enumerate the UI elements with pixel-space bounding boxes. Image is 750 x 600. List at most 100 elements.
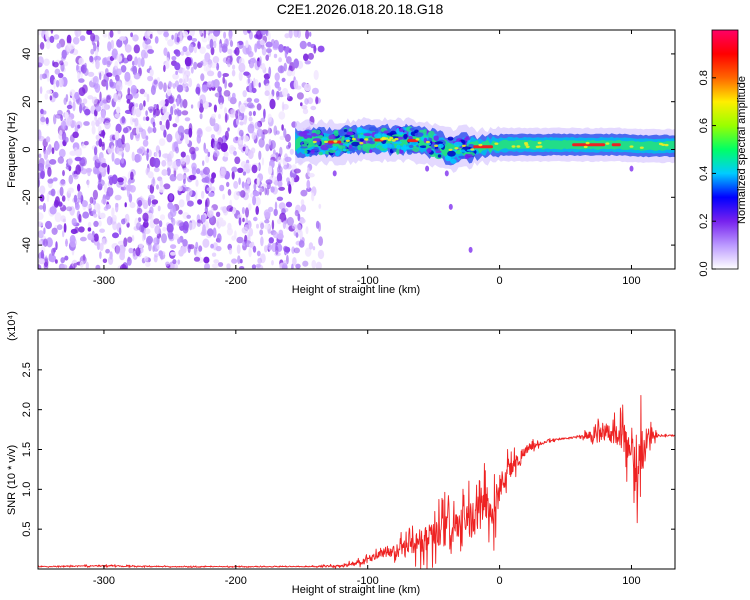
noise-point bbox=[119, 36, 127, 41]
noise-point bbox=[191, 38, 198, 42]
noise-point bbox=[175, 70, 179, 75]
band-blob bbox=[403, 144, 407, 149]
noise-point bbox=[252, 195, 257, 206]
band-blob bbox=[462, 146, 471, 150]
noise-point bbox=[55, 142, 60, 150]
band-highlight bbox=[470, 148, 475, 151]
band-blob bbox=[328, 149, 337, 153]
noise-point bbox=[146, 152, 149, 161]
noise-point bbox=[118, 227, 122, 236]
noise-point bbox=[311, 259, 317, 269]
noise-point bbox=[286, 216, 294, 226]
noise-point bbox=[102, 33, 108, 38]
noise-point bbox=[138, 217, 142, 223]
noise-point bbox=[261, 46, 267, 56]
noise-point bbox=[209, 38, 214, 49]
noise-point bbox=[182, 99, 188, 109]
noise-point bbox=[252, 190, 260, 197]
band-highlight bbox=[351, 137, 356, 141]
noise-point bbox=[260, 117, 266, 123]
scattered-features bbox=[332, 165, 634, 253]
noise-point bbox=[303, 53, 309, 62]
noise-point bbox=[99, 212, 106, 219]
band-blob bbox=[328, 134, 336, 141]
noise-point bbox=[147, 126, 152, 134]
noise-point bbox=[180, 157, 186, 165]
band-highlight bbox=[391, 139, 396, 142]
noise-point bbox=[251, 131, 257, 140]
noise-point bbox=[182, 83, 187, 92]
band-blob bbox=[311, 132, 318, 137]
noise-point bbox=[271, 260, 274, 266]
noise-point bbox=[249, 243, 253, 248]
band-blob bbox=[302, 130, 310, 134]
noise-point bbox=[120, 157, 125, 164]
noise-point bbox=[113, 93, 118, 103]
noise-point bbox=[304, 247, 312, 257]
noise-point bbox=[188, 174, 196, 181]
noise-point bbox=[248, 247, 252, 258]
band-blob bbox=[419, 145, 427, 148]
noise-point bbox=[46, 237, 53, 248]
x-tick-label: -200 bbox=[225, 275, 247, 287]
noise-point bbox=[213, 259, 220, 264]
band-blob bbox=[406, 148, 413, 155]
noise-point bbox=[238, 71, 243, 81]
noise-point bbox=[244, 224, 251, 231]
noise-point bbox=[91, 125, 96, 135]
noise-point bbox=[114, 158, 121, 165]
noise-point bbox=[226, 205, 234, 212]
noise-point bbox=[114, 130, 120, 141]
noise-point bbox=[167, 231, 174, 240]
noise-point bbox=[49, 159, 57, 165]
band-highlight bbox=[448, 148, 453, 151]
noise-point bbox=[58, 77, 64, 88]
noise-point bbox=[46, 40, 51, 50]
noise-point bbox=[203, 30, 206, 39]
noise-point bbox=[234, 156, 241, 165]
noise-point bbox=[201, 35, 208, 43]
noise-point bbox=[79, 102, 86, 111]
noise-point bbox=[38, 135, 45, 142]
noise-point bbox=[139, 103, 143, 111]
band-blob bbox=[338, 130, 344, 135]
noise-point bbox=[178, 209, 183, 215]
noise-point bbox=[255, 263, 261, 268]
snr-x-axis-label: Height of straight line (km) bbox=[292, 584, 420, 596]
band-blob bbox=[426, 148, 432, 154]
noise-point bbox=[116, 93, 122, 103]
noise-point bbox=[114, 60, 119, 70]
band-blob bbox=[315, 129, 321, 135]
noise-point bbox=[114, 194, 122, 201]
band-blob bbox=[434, 148, 441, 151]
noise-point bbox=[98, 220, 102, 227]
noise-point bbox=[124, 71, 131, 82]
noise-point bbox=[161, 160, 167, 167]
noise-point bbox=[89, 235, 95, 241]
noise-point bbox=[166, 223, 174, 234]
noise-point bbox=[38, 153, 42, 159]
noise-point bbox=[123, 237, 128, 247]
band-blob bbox=[343, 148, 346, 152]
noise-point bbox=[101, 143, 106, 151]
noise-point bbox=[256, 128, 263, 137]
noise-point bbox=[80, 236, 87, 242]
band-blob bbox=[458, 155, 465, 159]
noise-point bbox=[163, 129, 167, 138]
noise-point bbox=[223, 31, 227, 39]
noise-point bbox=[295, 232, 299, 238]
noise-point bbox=[300, 199, 305, 206]
noise-point bbox=[223, 151, 229, 158]
noise-point bbox=[102, 237, 108, 245]
noise-point bbox=[284, 246, 291, 253]
noise-point bbox=[219, 184, 225, 192]
noise-point bbox=[254, 60, 260, 71]
noise-point bbox=[168, 114, 172, 122]
noise-point bbox=[138, 243, 144, 249]
noise-point bbox=[102, 258, 108, 264]
noise-point bbox=[90, 48, 95, 55]
noise-point bbox=[80, 71, 83, 79]
band-highlight bbox=[333, 140, 338, 143]
noise-point bbox=[253, 77, 256, 88]
colorbar-bar bbox=[711, 29, 739, 270]
